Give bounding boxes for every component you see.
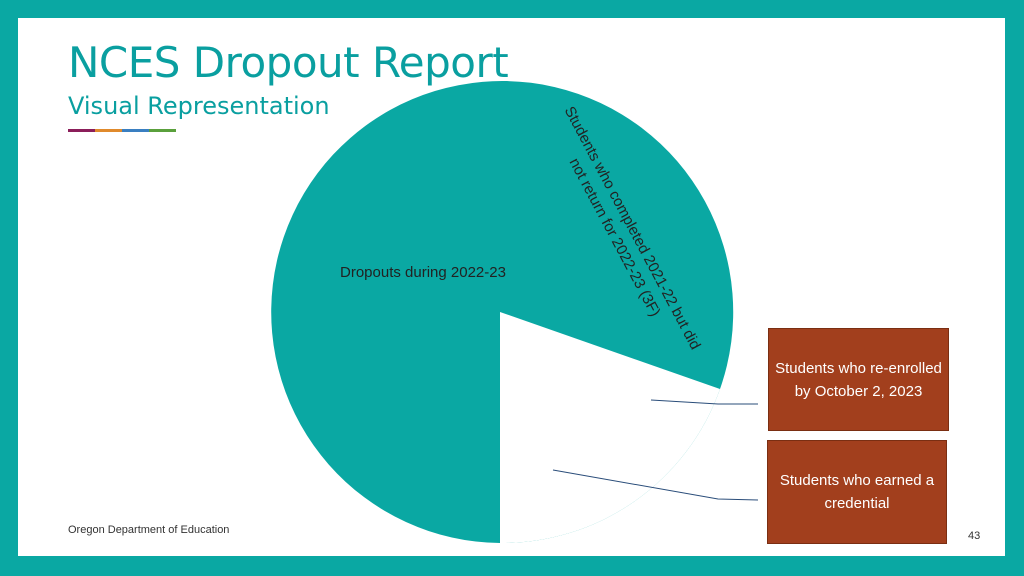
connector-line-2 [552,469,759,501]
dropouts-label: Dropouts during 2022-23 [340,264,506,281]
pie-cutout [500,312,720,544]
accent-segment [68,129,95,132]
accent-segment [95,129,122,132]
page-number: 43 [968,530,981,542]
callout-reenrolled: Students who re-enrolled by October 2, 2… [768,328,949,431]
accent-bar [68,129,176,132]
slide: NCES Dropout Report Visual Representatio… [18,18,1005,556]
page-title: NCES Dropout Report [68,38,509,87]
footer-organization: Oregon Department of Education [68,524,230,536]
accent-segment [122,129,149,132]
connector-line-1 [650,399,758,405]
callout-credential: Students who earned a credential [767,440,947,544]
page-subtitle: Visual Representation [68,92,330,120]
pie-diagram [271,81,759,544]
accent-segment [149,129,176,132]
